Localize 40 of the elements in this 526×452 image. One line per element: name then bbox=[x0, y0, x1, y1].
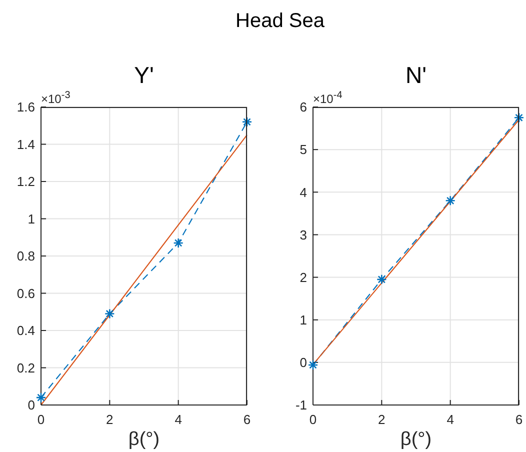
x-tick-label: 6 bbox=[515, 412, 523, 428]
y-tick-label: 0.8 bbox=[16, 248, 35, 264]
y-tick-label: 1.6 bbox=[16, 100, 35, 115]
text: ×10$^{-4}$ bbox=[313, 89, 342, 107]
y-tick-label: 3 bbox=[300, 227, 307, 242]
x-tick-label: 2 bbox=[106, 412, 114, 428]
chart-title: N' bbox=[404, 61, 428, 90]
x-tick-label: 4 bbox=[446, 412, 454, 428]
y-tick-label: 4 bbox=[300, 184, 307, 200]
x-axis-title: β(°) bbox=[127, 428, 161, 452]
y-tick-label: 1.2 bbox=[16, 174, 35, 190]
x-tick-label: 4 bbox=[174, 412, 182, 428]
x-tick-label: 2 bbox=[378, 412, 386, 428]
y-tick-label: -1 bbox=[295, 398, 307, 413]
text: ×10$^{-3}$ bbox=[41, 89, 70, 107]
y-tick-label: 0.6 bbox=[16, 286, 35, 301]
y-tick-label: 5 bbox=[300, 142, 307, 158]
point bbox=[242, 116, 252, 128]
y-tick-label: 1 bbox=[300, 312, 307, 328]
point bbox=[36, 392, 46, 403]
y-tick-label: 6 bbox=[300, 100, 307, 115]
point bbox=[445, 196, 456, 206]
x-tick-label: 6 bbox=[243, 412, 251, 428]
x-tick-label: 0 bbox=[37, 412, 45, 428]
x-tick-label: 0 bbox=[309, 412, 317, 428]
point bbox=[376, 274, 387, 285]
y-tick-label: 0 bbox=[28, 398, 35, 413]
y-tick-label: 0.4 bbox=[16, 323, 35, 338]
y-tick-label: 1.4 bbox=[16, 136, 35, 152]
y-tick-label: 0 bbox=[300, 355, 307, 370]
y-tick-label: 2 bbox=[300, 270, 307, 285]
point bbox=[308, 360, 318, 370]
point bbox=[173, 238, 184, 248]
point bbox=[104, 308, 115, 319]
text: Head Sea bbox=[234, 9, 326, 34]
y-tick-label: 0.2 bbox=[16, 360, 35, 376]
chart-title: Y' bbox=[133, 61, 155, 90]
y-tick-label: 1 bbox=[28, 211, 35, 226]
x-axis-title: β(°) bbox=[399, 428, 433, 452]
point bbox=[514, 112, 524, 123]
